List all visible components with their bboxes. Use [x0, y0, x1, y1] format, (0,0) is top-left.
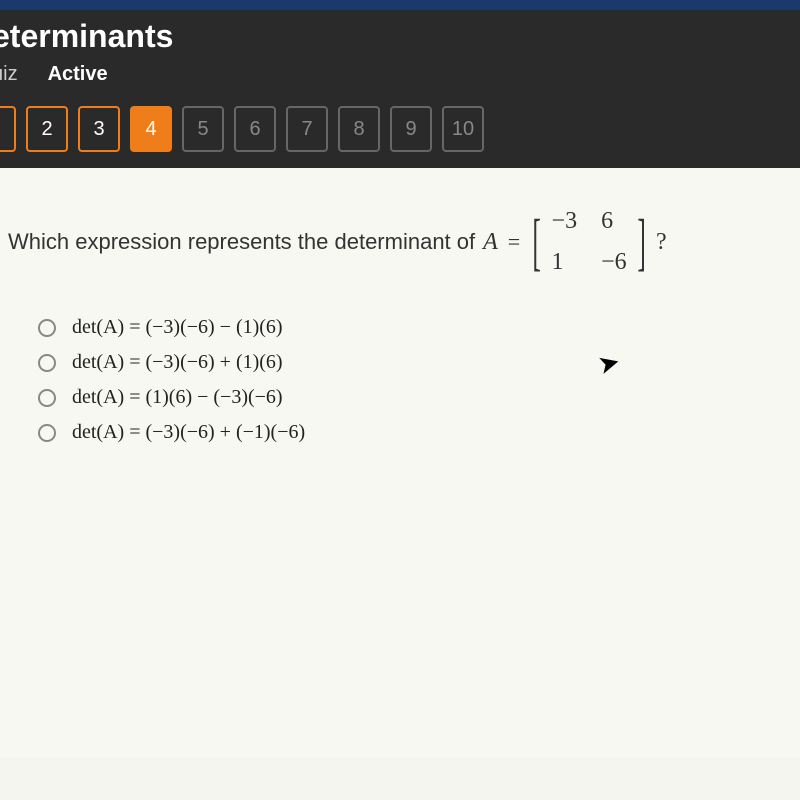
question-prompt-row: Which expression represents the determin…: [8, 208, 782, 276]
nav-q5[interactable]: 5: [182, 106, 224, 152]
matrix-cell-r1c1: −3: [552, 208, 578, 235]
nav-q2[interactable]: 2: [26, 106, 68, 152]
tab-bar: uiz Active: [0, 55, 800, 96]
nav-q8[interactable]: 8: [338, 106, 380, 152]
matrix-cell-r1c2: 6: [601, 208, 627, 235]
right-bracket-icon: ]: [637, 214, 646, 270]
option-d[interactable]: det(A) = (−3)(−6) + (−1)(−6): [38, 421, 782, 444]
tab-quiz[interactable]: uiz: [0, 63, 18, 86]
radio-b[interactable]: [38, 354, 56, 372]
page-title: eterminants: [0, 18, 800, 55]
option-b-label: det(A) = (−3)(−6) + (1)(6): [72, 351, 283, 374]
nav-q6[interactable]: 6: [234, 106, 276, 152]
option-c[interactable]: det(A) = (1)(6) − (−3)(−6): [38, 386, 782, 409]
nav-q9[interactable]: 9: [390, 106, 432, 152]
option-a[interactable]: det(A) = (−3)(−6) − (1)(6): [38, 316, 782, 339]
equals-sign: =: [508, 229, 520, 255]
radio-a[interactable]: [38, 319, 56, 337]
nav-q7[interactable]: 7: [286, 106, 328, 152]
nav-q4[interactable]: 4: [130, 106, 172, 152]
question-prompt: Which expression represents the determin…: [8, 229, 475, 255]
radio-d[interactable]: [38, 424, 56, 442]
nav-q10[interactable]: 10: [442, 106, 484, 152]
nav-q3[interactable]: 3: [78, 106, 120, 152]
matrix-grid: −3 6 1 −6: [548, 208, 631, 276]
quiz-header: eterminants uiz Active 1 2 3 4 5 6 7 8 9…: [0, 10, 800, 168]
radio-c[interactable]: [38, 389, 56, 407]
matrix-cell-r2c2: −6: [601, 249, 627, 276]
matrix-display: [ −3 6 1 −6 ]: [526, 208, 652, 276]
nav-q1[interactable]: 1: [0, 106, 16, 152]
question-panel: Which expression represents the determin…: [0, 168, 800, 758]
matrix-cell-r2c1: 1: [552, 249, 578, 276]
answer-options: det(A) = (−3)(−6) − (1)(6) det(A) = (−3)…: [38, 316, 782, 444]
option-a-label: det(A) = (−3)(−6) − (1)(6): [72, 316, 283, 339]
option-c-label: det(A) = (1)(6) − (−3)(−6): [72, 386, 283, 409]
option-d-label: det(A) = (−3)(−6) + (−1)(−6): [72, 421, 305, 444]
option-b[interactable]: det(A) = (−3)(−6) + (1)(6): [38, 351, 782, 374]
left-bracket-icon: [: [533, 214, 542, 270]
question-nav: 1 2 3 4 5 6 7 8 9 10: [0, 96, 800, 168]
tab-active[interactable]: Active: [48, 63, 108, 86]
question-mark: ?: [656, 229, 667, 256]
window-topbar: [0, 0, 800, 10]
matrix-variable: A: [483, 229, 498, 256]
